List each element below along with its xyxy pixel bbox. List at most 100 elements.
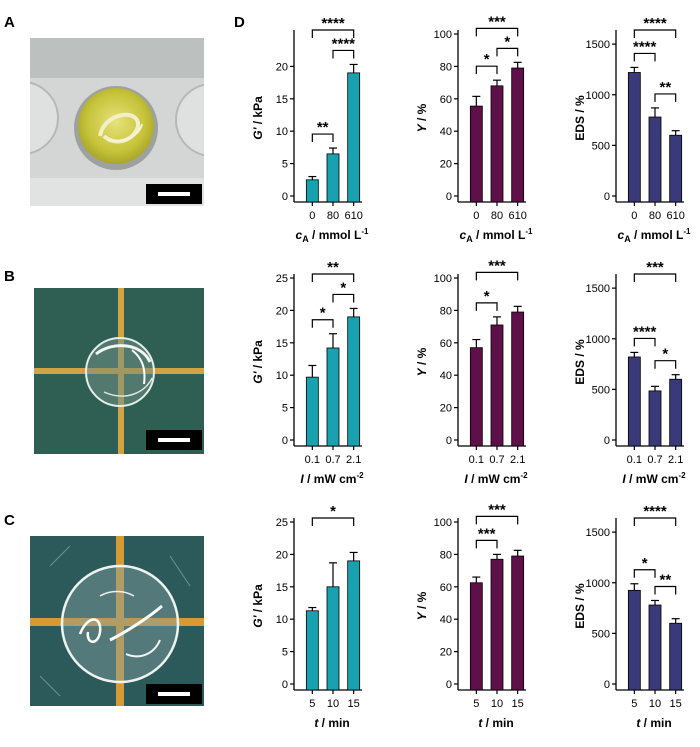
hydrogel-photo-b (34, 288, 204, 454)
y-tick-label: 15 (276, 338, 288, 350)
y-tick-label: 0 (446, 435, 452, 447)
bar (669, 622, 683, 691)
y-tick-label: 25 (276, 273, 288, 285)
y-axis-label: EDS / % (573, 583, 587, 629)
x-tick-label: 5 (631, 698, 637, 710)
hydrogel-photo-c (30, 536, 204, 706)
hydrogel-photo-b-drawing (34, 288, 204, 454)
significance-label: **** (643, 15, 667, 32)
y-tick-label: 500 (592, 384, 610, 396)
bar-chart-yield-t: 0 20 40 60 80 100 Y / % 5 10 15 t / min *** *** (415, 501, 526, 730)
y-tick-label: 20 (440, 403, 452, 415)
significance-bracket (475, 27, 519, 37)
hydrogel-photo-c-drawing (30, 536, 204, 706)
significance-label: **** (321, 15, 345, 32)
bar-chart-gprime-t: 0 5 10 15 20 25 G' / kPa 5 10 15 t / min * (251, 503, 362, 730)
x-tick-label: 15 (512, 698, 524, 710)
bar (669, 378, 683, 447)
y-tick-label: 0 (282, 191, 288, 203)
y-tick-label: 40 (440, 370, 452, 382)
bar (469, 347, 483, 447)
significance-label: *** (478, 525, 496, 542)
scale-bar (146, 684, 202, 704)
x-tick-label: 10 (491, 698, 503, 710)
significance-label: * (340, 279, 346, 296)
x-axis-label: t / min (478, 716, 513, 730)
y-tick-label: 15 (276, 94, 288, 106)
y-axis-label: G' / kPa (251, 584, 265, 628)
x-tick-label: 0.1 (469, 454, 484, 466)
y-tick-label: 1000 (586, 334, 610, 346)
significance-bracket (654, 93, 677, 102)
x-tick-label: 610 (344, 210, 362, 222)
y-tick-label: 0 (282, 679, 288, 691)
y-tick-label: 10 (276, 614, 288, 626)
significance-label: *** (488, 13, 506, 30)
y-tick-label: 0 (604, 191, 610, 203)
significance-bracket (311, 273, 355, 282)
y-tick-label: 5 (282, 647, 288, 659)
y-tick-label: 80 (440, 305, 452, 317)
significance-label: *** (488, 501, 506, 518)
x-tick-label: 0.7 (489, 454, 504, 466)
y-axis-label: EDS / % (573, 95, 587, 141)
x-axis-label: cA / mmol L-1 (460, 227, 534, 244)
bar-chart-eds-ca: 0 500 1000 1500 EDS / % 0 80 610 cA / mmol L-1 **… (573, 15, 691, 244)
y-tick-label: 20 (440, 159, 452, 171)
significance-bracket (654, 360, 677, 369)
bar (326, 153, 340, 203)
significance-label: * (320, 305, 326, 322)
y-tick-label: 1500 (586, 39, 610, 51)
significance-label: * (484, 288, 490, 305)
bar (511, 67, 525, 203)
x-tick-label: 2.1 (510, 454, 525, 466)
x-tick-label: 80 (491, 210, 503, 222)
y-tick-label: 5 (282, 403, 288, 415)
bar (511, 555, 525, 691)
y-axis-label: G' / kPa (251, 340, 265, 384)
scale-bar (146, 184, 202, 204)
significance-bracket (633, 52, 656, 62)
significance-label: **** (633, 323, 657, 340)
significance-bracket (633, 337, 656, 347)
bar (648, 604, 662, 691)
significance-label: ** (327, 259, 339, 276)
bar (347, 560, 361, 691)
y-tick-label: 60 (440, 582, 452, 594)
bar (326, 586, 340, 691)
y-tick-label: 500 (592, 628, 610, 640)
panel-label-d: D (234, 14, 245, 31)
significance-label: *** (488, 257, 506, 274)
significance-bracket (475, 539, 498, 549)
significance-bracket (311, 29, 355, 38)
y-tick-label: 25 (276, 517, 288, 529)
significance-bracket (475, 302, 498, 311)
y-tick-label: 20 (276, 61, 288, 73)
bar (490, 558, 504, 691)
significance-bracket (475, 65, 498, 75)
bar (627, 589, 641, 691)
x-tick-label: 80 (649, 210, 661, 222)
panel-label-a: A (4, 14, 15, 31)
bar (669, 134, 683, 203)
y-tick-label: 1000 (586, 578, 610, 590)
panel-label-c: C (4, 512, 15, 529)
y-tick-label: 40 (440, 126, 452, 138)
significance-bracket (496, 47, 519, 57)
x-tick-label: 0 (309, 210, 315, 222)
y-tick-label: 0 (604, 435, 610, 447)
significance-label: * (484, 51, 490, 68)
x-axis-label: t / min (314, 716, 349, 730)
significance-label: **** (643, 503, 667, 520)
bar (490, 324, 504, 447)
significance-bracket (332, 49, 355, 59)
y-tick-label: 40 (440, 614, 452, 626)
y-tick-label: 1500 (586, 283, 610, 295)
x-tick-label: 5 (309, 698, 315, 710)
significance-label: ** (317, 119, 329, 136)
x-tick-label: 10 (649, 698, 661, 710)
significance-label: *** (646, 259, 664, 276)
